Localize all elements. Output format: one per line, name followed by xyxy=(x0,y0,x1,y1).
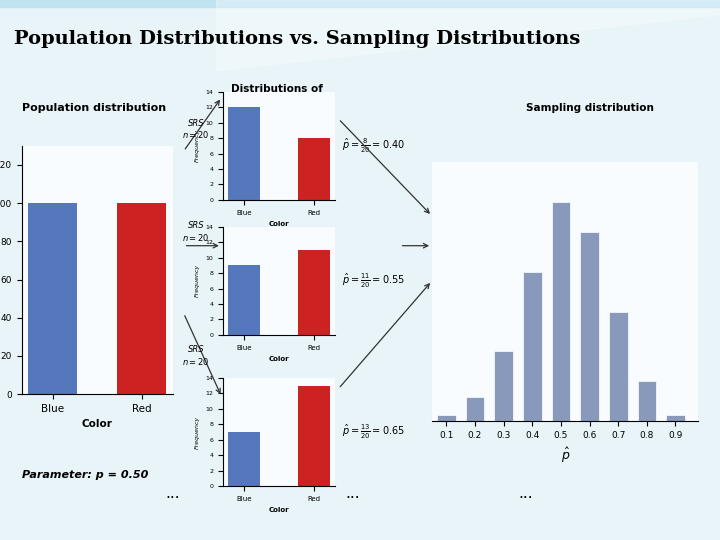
Text: Population distribution: Population distribution xyxy=(22,103,166,113)
Bar xyxy=(228,107,260,200)
Text: $\hat{p} = \frac{8}{20} = 0.40$: $\hat{p} = \frac{8}{20} = 0.40$ xyxy=(342,137,405,155)
Bar xyxy=(298,250,330,335)
Bar xyxy=(298,386,330,486)
X-axis label: $\hat{p}$: $\hat{p}$ xyxy=(560,446,570,464)
Bar xyxy=(437,415,456,421)
Bar xyxy=(228,432,260,486)
Bar xyxy=(228,265,260,335)
Bar xyxy=(552,202,570,421)
Y-axis label: Frequency: Frequency xyxy=(195,264,200,298)
Text: $\hat{p} = \frac{13}{20} = 0.65$: $\hat{p} = \frac{13}{20} = 0.65$ xyxy=(342,423,405,441)
Bar xyxy=(609,312,628,421)
Text: ...: ... xyxy=(518,485,533,501)
Bar xyxy=(29,203,77,394)
X-axis label: Color: Color xyxy=(269,356,289,362)
Y-axis label: Frequency: Frequency xyxy=(195,415,200,449)
Text: SRS
$n = 20$: SRS $n = 20$ xyxy=(182,119,210,140)
Text: SRS
$n = 20$: SRS $n = 20$ xyxy=(182,346,210,367)
Bar xyxy=(637,381,656,421)
Text: Parameter: p = 0.50: Parameter: p = 0.50 xyxy=(22,469,148,480)
X-axis label: Color: Color xyxy=(82,420,112,429)
Bar xyxy=(298,138,330,200)
X-axis label: Color: Color xyxy=(269,221,289,227)
Bar xyxy=(580,232,599,421)
Y-axis label: Frequency: Frequency xyxy=(195,129,200,163)
X-axis label: Color: Color xyxy=(269,507,289,514)
Text: ...: ... xyxy=(166,485,180,501)
Bar xyxy=(117,203,166,394)
Text: Sampling distribution: Sampling distribution xyxy=(526,103,654,113)
Bar xyxy=(495,352,513,421)
Text: Distributions of
sample data: Distributions of sample data xyxy=(231,84,323,107)
Text: $\hat{p} = \frac{11}{20} = 0.55$: $\hat{p} = \frac{11}{20} = 0.55$ xyxy=(342,272,405,290)
Text: ...: ... xyxy=(346,485,360,501)
Text: SRS
$n = 20$: SRS $n = 20$ xyxy=(182,221,210,243)
Bar xyxy=(466,397,485,421)
Bar xyxy=(666,415,685,421)
Text: Population Distributions vs. Sampling Distributions: Population Distributions vs. Sampling Di… xyxy=(14,30,580,48)
Bar xyxy=(523,272,541,421)
